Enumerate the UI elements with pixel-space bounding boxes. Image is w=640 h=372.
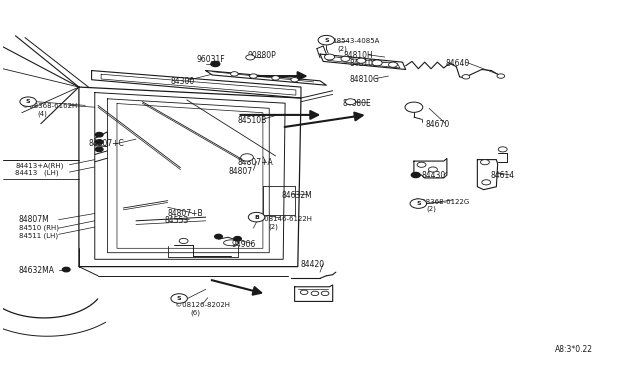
- Text: B: B: [254, 215, 259, 219]
- Text: A8:3*0.22: A8:3*0.22: [555, 344, 593, 353]
- Circle shape: [497, 74, 504, 78]
- Text: (2): (2): [337, 45, 347, 52]
- Text: ©08368-6122G: ©08368-6122G: [414, 199, 469, 205]
- Text: (2): (2): [427, 205, 436, 212]
- Text: (4): (4): [38, 110, 47, 117]
- Text: (6): (6): [190, 309, 200, 316]
- Text: 84807+A: 84807+A: [237, 158, 273, 167]
- Circle shape: [272, 76, 280, 80]
- Circle shape: [95, 147, 103, 151]
- Text: S: S: [416, 201, 420, 206]
- Text: 84300: 84300: [171, 77, 195, 86]
- Text: ©08126-8202H: ©08126-8202H: [175, 302, 230, 308]
- Circle shape: [211, 61, 220, 67]
- Text: 84510B: 84510B: [237, 116, 267, 125]
- Circle shape: [241, 154, 253, 161]
- Text: 84511 (LH): 84511 (LH): [19, 232, 58, 239]
- Circle shape: [321, 291, 329, 296]
- Circle shape: [482, 180, 491, 185]
- Circle shape: [462, 75, 470, 79]
- Text: 84807: 84807: [228, 167, 252, 176]
- Circle shape: [230, 72, 238, 76]
- Circle shape: [410, 199, 427, 208]
- Circle shape: [291, 77, 298, 82]
- Text: 84807M: 84807M: [19, 215, 49, 224]
- Text: 84807+B: 84807+B: [168, 209, 204, 218]
- Text: 84880E: 84880E: [342, 99, 371, 108]
- Circle shape: [412, 173, 420, 177]
- Circle shape: [20, 97, 36, 106]
- Text: 84413   (LH): 84413 (LH): [15, 170, 59, 176]
- Text: 96031F: 96031F: [196, 55, 225, 64]
- Circle shape: [214, 234, 222, 239]
- Text: S: S: [26, 99, 31, 104]
- Text: 84807+C: 84807+C: [88, 140, 124, 148]
- Circle shape: [63, 267, 70, 272]
- Text: ©08368-6162H: ©08368-6162H: [22, 103, 77, 109]
- Text: 84810H: 84810H: [344, 51, 373, 60]
- Circle shape: [417, 162, 426, 167]
- Circle shape: [300, 290, 308, 295]
- Circle shape: [234, 237, 241, 241]
- Text: 84553: 84553: [164, 216, 189, 225]
- Circle shape: [311, 291, 319, 296]
- Circle shape: [95, 140, 103, 144]
- Circle shape: [324, 54, 335, 60]
- Text: 84510 (RH): 84510 (RH): [19, 225, 59, 231]
- Text: S: S: [324, 38, 329, 43]
- Text: 84810G: 84810G: [350, 75, 380, 84]
- Circle shape: [341, 56, 350, 61]
- Circle shape: [429, 167, 437, 172]
- Text: 84810M: 84810M: [350, 59, 380, 68]
- Text: 84670: 84670: [426, 120, 450, 129]
- Text: 84420: 84420: [301, 260, 325, 269]
- Text: 94906: 94906: [231, 240, 255, 249]
- Circle shape: [405, 102, 423, 112]
- Text: 84614: 84614: [490, 171, 514, 180]
- Circle shape: [318, 35, 335, 45]
- Circle shape: [372, 60, 382, 66]
- Circle shape: [250, 74, 257, 78]
- Text: 84640: 84640: [445, 59, 470, 68]
- Text: 84632M: 84632M: [282, 191, 313, 200]
- Circle shape: [388, 62, 397, 67]
- Circle shape: [481, 160, 490, 165]
- Text: (2): (2): [268, 223, 278, 230]
- Circle shape: [499, 147, 507, 152]
- Circle shape: [248, 212, 265, 222]
- Circle shape: [171, 294, 188, 303]
- Circle shape: [346, 99, 356, 105]
- Text: 84413+A(RH): 84413+A(RH): [15, 163, 64, 169]
- Circle shape: [356, 58, 365, 63]
- Text: ©08543-4085A: ©08543-4085A: [325, 38, 380, 44]
- Text: ©08146-6122H: ©08146-6122H: [257, 216, 312, 222]
- Circle shape: [95, 132, 103, 137]
- Text: 84430: 84430: [422, 171, 446, 180]
- Text: S: S: [177, 296, 182, 301]
- Text: 84632MA: 84632MA: [19, 266, 54, 275]
- Circle shape: [410, 105, 418, 109]
- Circle shape: [246, 55, 255, 60]
- Text: 90880P: 90880P: [247, 51, 276, 60]
- Circle shape: [179, 238, 188, 244]
